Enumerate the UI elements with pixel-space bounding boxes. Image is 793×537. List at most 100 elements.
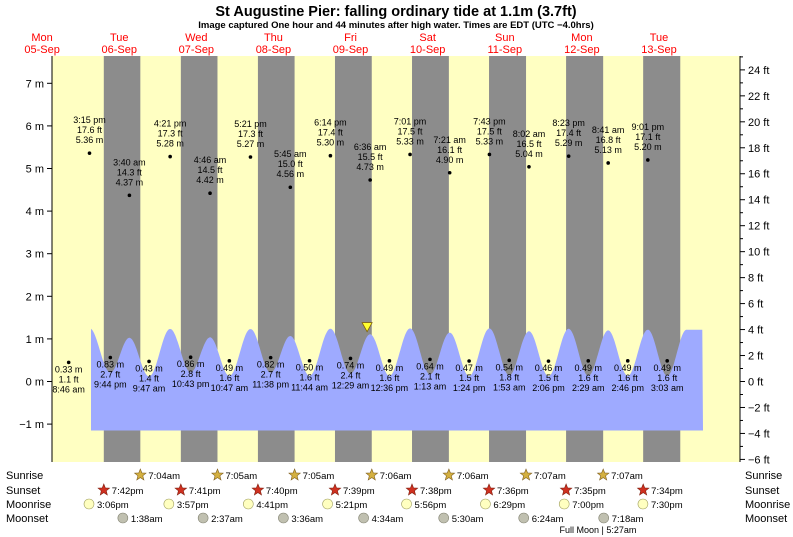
day-name: Thu [264,32,283,44]
tide-label-line: 0.49 m [376,363,404,373]
left-tick-label: −1 m [19,419,44,431]
day-date: 08-Sep [256,44,291,56]
moonset-moon-icon [358,512,369,524]
tide-point [108,355,113,360]
right-tick-label: 4 ft [748,325,763,337]
sunrise-star-icon [133,468,147,481]
tide-label-line: 0.43 m [135,363,163,373]
tide-label-line: 4.37 m [116,177,144,187]
tide-label-line: 12:29 am [332,380,370,390]
sunset-time: 7:42pm [112,486,144,497]
tide-label-line: 1.4 ft [139,373,160,383]
moonrise-time: 6:29pm [493,500,525,511]
tide-label-line: 0.49 m [216,363,244,373]
tide-label-line: 4.73 m [356,162,384,172]
moon-phase-note: Full Moon | 5:27am [560,525,637,535]
tide-label-line: 0.33 m [55,364,83,374]
tide-label-line: 0.49 m [574,363,602,373]
tide-point [606,161,610,165]
tide-label-line: 0.49 m [653,363,681,373]
tide-label-line: 0.46 m [535,363,563,373]
tide-point [646,158,650,162]
tide-label-line: 4:46 am [194,155,227,165]
moonset-moon-icon [438,512,450,524]
tide-point [467,359,471,363]
left-tick-label: 4 m [26,206,44,218]
sunset-time: 7:40pm [266,486,298,497]
tide-label-line: 1.6 ft [300,373,321,383]
moonset-time: 3:36am [291,514,323,525]
moonrise-time: 5:56pm [415,500,447,511]
tide-label-line: 0.49 m [614,363,642,373]
sunrise-time: 7:04am [148,471,180,482]
tide-label-line: 5.20 m [634,142,662,152]
tide-label-line: 8:23 pm [552,118,585,128]
tide-label-line: 0.82 m [257,360,285,370]
tide-label-line: 1.6 ft [379,373,400,383]
right-tick-label: 0 ft [748,377,763,389]
tide-point [66,360,71,365]
day-date: 10-Sep [410,44,445,56]
sunset-time: 7:38pm [420,486,452,497]
tide-point [147,359,151,364]
tide-label-line: 5.33 m [476,136,504,146]
tide-point [328,153,333,158]
tide-label-line: 5.29 m [555,138,583,148]
tide-point [665,359,669,363]
tide-label-line: 5.27 m [237,139,265,149]
tide-label-line: 1.6 ft [657,373,678,383]
moonset-time: 7:18am [612,514,644,525]
tide-label-line: 2:46 pm [611,383,644,393]
tide-label-line: 8:46 am [52,384,85,394]
tide-label-line: 10:43 pm [172,379,210,389]
moonset-moon-icon [117,512,129,524]
sunrise-time: 7:05am [303,471,335,482]
tide-label-line: 5.04 m [515,149,543,159]
tide-label-line: 0.83 m [97,360,125,370]
tide-label-line: 4.42 m [196,175,224,185]
tide-point [208,191,212,196]
tide-label-line: 3:40 am [113,157,146,167]
moonset-time: 4:34am [372,514,404,525]
moonrise-time: 7:00pm [572,500,604,511]
tide-label-line: 12:36 pm [371,383,409,393]
tide-label-line: 17.5 ft [398,126,424,136]
tide-label-line: 1.6 ft [618,373,639,383]
tide-label-line: 1.5 ft [538,373,559,383]
tide-label-line: 6:36 am [354,142,387,152]
tide-point [527,164,531,169]
left-tick-label: 3 m [26,249,44,261]
right-tick-label: 14 ft [748,195,769,207]
tide-label-line: 14.5 ft [198,165,224,175]
left-tick-label: 2 m [26,291,44,303]
sunrise-time: 7:07am [534,471,566,482]
sunrise-time: 7:06am [380,471,412,482]
tide-point [348,356,353,361]
tide-label-line: 8:02 am [513,129,546,139]
day-name: Tue [110,32,129,44]
moonrise-time: 4:41pm [256,500,288,511]
tide-label-line: 5.30 m [317,138,345,148]
right-tick-label: 2 ft [748,351,763,363]
moonrise-moon-icon [401,498,412,510]
tide-label-line: 5:45 am [274,149,307,159]
tide-point [625,359,630,363]
moonset-time: 2:37am [211,514,243,525]
sunset-star-icon [559,483,573,496]
right-tick-label: 6 ft [748,299,763,311]
day-date: 07-Sep [179,44,214,56]
tide-label-line: 11:38 pm [252,380,289,390]
tide-label-line: 1.5 ft [459,373,480,383]
tide-label-line: 4.56 m [277,169,305,179]
moonrise-moon-icon [637,498,649,510]
sunset-time: 7:36pm [497,486,529,497]
tide-label-line: 10:47 am [211,383,249,393]
right-tick-label: 16 ft [748,169,769,181]
tide-label-line: 4:21 pm [154,119,187,129]
tide-point [408,152,412,157]
right-tick-label: 12 ft [748,221,769,233]
left-axis: −1 m 0 m 1 m 2 m 3 m 4 m 5 m 6 m 7 m [19,56,53,462]
day-date: 06-Sep [101,44,136,56]
